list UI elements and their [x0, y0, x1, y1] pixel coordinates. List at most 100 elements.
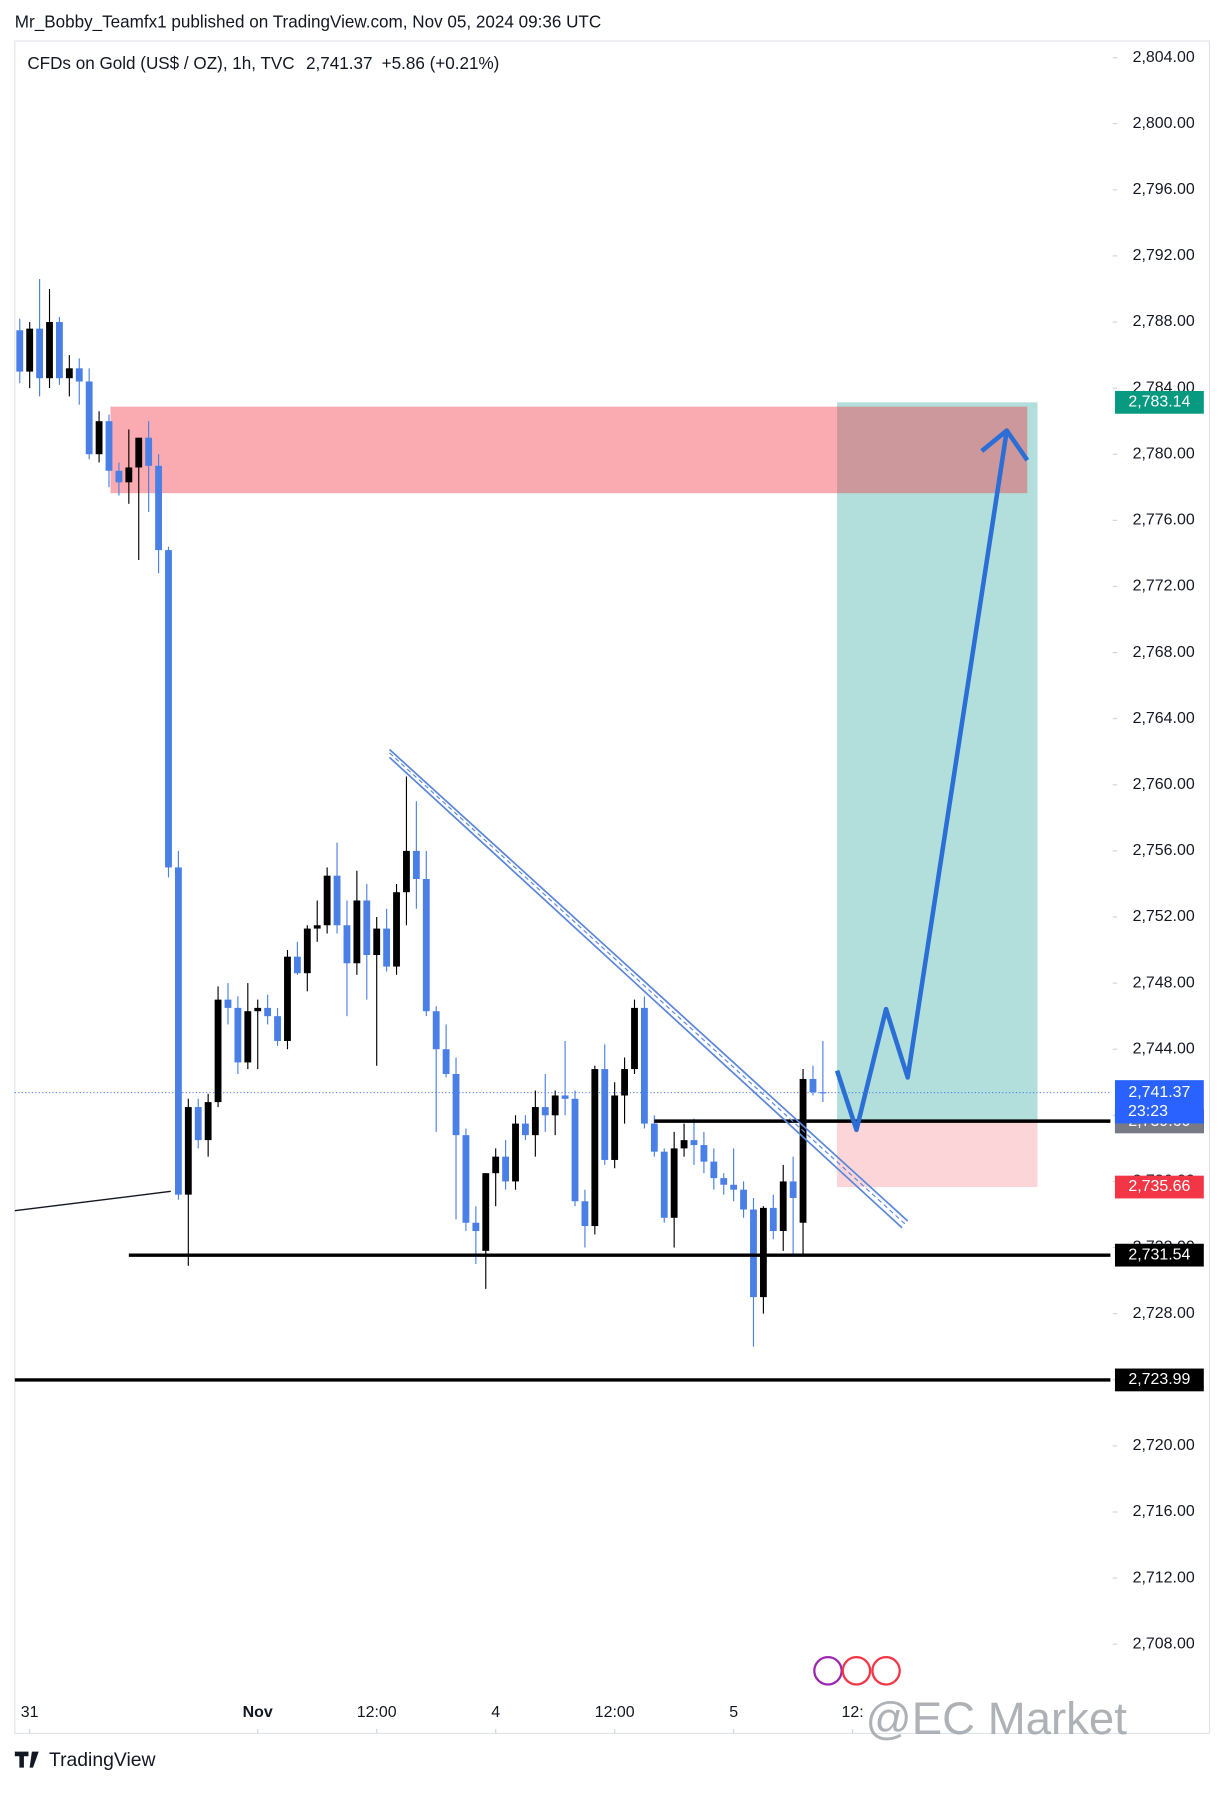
change: +5.86 (+0.21%): [382, 53, 500, 72]
x-tick-label: 12:: [842, 1704, 864, 1721]
price-tag-label: 2,731.54: [1128, 1246, 1190, 1263]
candle-body: [115, 470, 123, 483]
y-tick-label: 2,772.00: [1133, 578, 1195, 595]
candle-body: [710, 1161, 718, 1179]
y-tick-label: 2,752.00: [1133, 908, 1195, 925]
candle-body: [809, 1078, 817, 1093]
x-tick-label: 31: [21, 1704, 39, 1721]
price-tag: [1114, 390, 1204, 414]
candle-body: [660, 1151, 668, 1218]
price-tag: [1114, 1175, 1204, 1199]
logo-icon: [14, 1751, 39, 1768]
y-tick-label: 2,756.00: [1133, 842, 1195, 859]
symbol-name: CFDs on Gold (US$ / OZ), 1h, TVC: [27, 53, 294, 72]
y-tick-label: 2,716.00: [1133, 1503, 1195, 1520]
x-tick-label: 12:00: [595, 1704, 635, 1721]
candle-body: [333, 875, 341, 926]
candle-body: [512, 1123, 519, 1182]
candle-body: [621, 1069, 628, 1096]
candle-body: [145, 437, 153, 466]
candle-body: [403, 850, 410, 893]
candle-body: [631, 1007, 638, 1070]
y-tick-label: 2,780.00: [1133, 445, 1195, 462]
watermark: @EC Market: [866, 1693, 1128, 1744]
candle-body: [353, 900, 361, 964]
brand: TradingView: [49, 1749, 157, 1771]
price-tag: [1114, 1243, 1204, 1267]
supply-zone: [110, 406, 1028, 494]
candle-body: [462, 1135, 470, 1223]
stop-zone: [837, 1121, 1038, 1188]
y-tick-label: 2,788.00: [1133, 313, 1195, 330]
candle-body: [779, 1181, 787, 1232]
byline: Mr_Bobby_Teamfx1 published on TradingVie…: [15, 12, 601, 31]
candle-body: [284, 956, 291, 1041]
candle-body: [740, 1189, 747, 1210]
y-tick-label: 2,728.00: [1133, 1305, 1195, 1322]
candle-body: [244, 1011, 252, 1063]
candle-body: [293, 956, 301, 974]
candle-body: [125, 467, 133, 483]
y-tick-label: 2,744.00: [1133, 1040, 1195, 1057]
candle-body: [432, 1011, 440, 1050]
candle-body: [373, 928, 381, 956]
candle-body: [85, 381, 93, 455]
candle-body: [640, 1007, 648, 1124]
candle-body: [789, 1181, 797, 1198]
candle-body: [135, 437, 143, 468]
y-tick-label: 2,708.00: [1133, 1635, 1195, 1652]
y-tick-label: 2,712.00: [1133, 1569, 1195, 1586]
candle-body: [65, 368, 73, 379]
candle-body: [680, 1140, 688, 1149]
x-tick-label: 12:00: [357, 1704, 397, 1721]
candle-body: [650, 1123, 658, 1152]
candle-body: [472, 1222, 480, 1232]
candle-body: [561, 1095, 569, 1099]
price-tag: [1114, 1368, 1204, 1392]
candle-body: [412, 850, 420, 879]
last-price-tag: [1114, 1080, 1204, 1124]
candle-body: [155, 465, 162, 551]
symbol: CFDs on Gold (US$ / OZ), 1h, TVC 2,741.37…: [27, 53, 499, 72]
candle-body: [720, 1178, 728, 1185]
background-layer: [14, 402, 1111, 1188]
chart-frame: [14, 40, 1211, 1735]
candle-body: [482, 1173, 490, 1251]
price-tag-label: 2,723.99: [1128, 1371, 1190, 1388]
candle-body: [234, 1007, 242, 1063]
y-tick-label: 2,748.00: [1133, 974, 1195, 991]
candle-body: [363, 900, 371, 956]
time-axis: 31 Nov 12:00 4 12:00 5 12:: [21, 1704, 864, 1734]
candle-body: [26, 328, 34, 372]
x-tick-label: Nov: [243, 1704, 273, 1721]
candle-body: [700, 1145, 708, 1162]
candle-body: [343, 925, 351, 964]
trend-line: [14, 1190, 171, 1212]
y-tick-label: 2,792.00: [1133, 247, 1195, 264]
candle-body: [313, 925, 321, 929]
candle-body: [174, 867, 182, 1195]
candle-body: [819, 1092, 827, 1094]
y-tick-label: 2,800.00: [1133, 115, 1195, 132]
candle-body: [452, 1074, 460, 1136]
candle-body: [769, 1207, 777, 1232]
candle-body: [571, 1098, 579, 1202]
target-zone: [837, 402, 1038, 1122]
candle-body: [799, 1078, 807, 1223]
y-tick-label: 2,776.00: [1133, 512, 1195, 529]
candle-body: [16, 330, 24, 372]
candle-body: [750, 1209, 757, 1298]
candle-body: [46, 322, 53, 379]
candle-body: [502, 1156, 510, 1182]
y-tick-label: 2,768.00: [1133, 644, 1195, 661]
countdown-label: 23:23: [1128, 1103, 1168, 1120]
candle-body: [730, 1184, 738, 1190]
candles: [14, 279, 1111, 1382]
candle-body: [214, 999, 222, 1103]
candle-body: [75, 368, 83, 382]
y-tick-label: 2,720.00: [1133, 1437, 1195, 1454]
candle-body: [670, 1148, 678, 1218]
y-tick-label: 2,804.00: [1133, 49, 1195, 66]
x-tick-label: 4: [491, 1704, 500, 1721]
